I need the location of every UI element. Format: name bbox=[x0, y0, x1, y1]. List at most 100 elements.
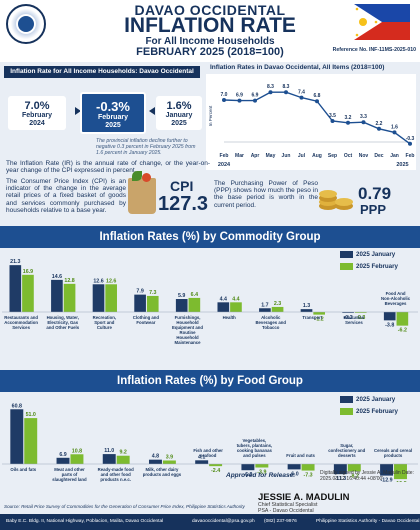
bar bbox=[347, 464, 361, 472]
bar bbox=[333, 464, 347, 475]
bar-data-label: 60.8 bbox=[12, 403, 22, 409]
bar-data-label: -2.4 bbox=[211, 468, 220, 474]
footer-email: davaooccidental@psa.gov.ph bbox=[192, 519, 255, 524]
line-point bbox=[361, 120, 366, 125]
line-point bbox=[377, 126, 381, 131]
line-data-label: 6.9 bbox=[252, 93, 259, 99]
bar-data-label: -8.2 bbox=[350, 473, 359, 479]
bar-data-label: -6.9 bbox=[243, 472, 252, 478]
line-data-label: 1.6 bbox=[391, 124, 398, 130]
line-chart-title: Inflation Rates in Davao Occidental, All… bbox=[210, 64, 385, 71]
category-label: Health bbox=[223, 315, 237, 320]
legend-swatch-icon bbox=[340, 251, 353, 258]
bar bbox=[188, 297, 201, 312]
category-label: Transport bbox=[302, 315, 322, 320]
category-label: Vegetables, tubers, plantains, cooking ban… bbox=[237, 438, 273, 458]
summary-value: 7.0% bbox=[24, 100, 50, 112]
food-chart: 60.8 51.0 Oils and fats 6.9 10.8 Meat and oth… bbox=[2, 403, 418, 482]
food-section-title: Inflation Rates (%) by Food Group bbox=[0, 370, 420, 392]
bar-data-label: 1.7 bbox=[261, 302, 268, 308]
line-point bbox=[346, 120, 350, 125]
bar bbox=[102, 454, 116, 464]
line-data-label: 2.2 bbox=[376, 121, 383, 127]
summary-box-feb-2025: -0.3% February 2025 bbox=[80, 92, 146, 134]
ppp-definition: The Purchasing Power of Peso (PPP) shows… bbox=[214, 180, 318, 209]
bar bbox=[241, 464, 255, 471]
line-tick-label: Apr bbox=[251, 153, 260, 159]
line-point bbox=[222, 98, 226, 102]
commodity-legend-feb: 2025 February bbox=[340, 263, 398, 270]
line-tick-label: Feb bbox=[220, 153, 229, 159]
food-legend-feb: 2025 February bbox=[340, 408, 398, 415]
grocery-bag-icon bbox=[128, 171, 156, 214]
cpi-label: CPI bbox=[170, 178, 194, 194]
philippine-flag-icon bbox=[354, 4, 410, 40]
line-point bbox=[284, 90, 288, 95]
bar bbox=[9, 265, 22, 312]
bar bbox=[63, 283, 76, 312]
line-tick-label: Aug bbox=[312, 153, 322, 159]
bar-data-label: 11.0 bbox=[104, 448, 114, 454]
bar bbox=[259, 308, 271, 312]
bar bbox=[217, 302, 230, 312]
bar-data-label: -1.2 bbox=[315, 317, 324, 323]
line-tick-label: Feb bbox=[406, 153, 415, 159]
line-tick-label: Jun bbox=[282, 153, 291, 159]
category-label: Oils and fats bbox=[10, 467, 36, 472]
line-point bbox=[392, 130, 397, 135]
source-note: Source: Retail Price Survey of Commoditi… bbox=[4, 504, 245, 509]
bar bbox=[56, 457, 70, 464]
bar-data-label: 4.1 bbox=[198, 454, 205, 460]
bar-data-label: 14.6 bbox=[52, 274, 62, 280]
bar bbox=[230, 302, 242, 312]
line-point bbox=[268, 90, 273, 95]
legend-swatch-icon bbox=[340, 408, 353, 415]
bar bbox=[255, 464, 269, 468]
bar-data-label: -6.0 bbox=[290, 471, 299, 477]
category-label: Milk, other dairy products and eggs bbox=[143, 467, 182, 477]
line-tick-label: May bbox=[266, 153, 276, 159]
bar bbox=[301, 464, 315, 471]
bar-data-label: -7.3 bbox=[303, 473, 312, 479]
bar-data-label: 51.0 bbox=[26, 412, 36, 418]
page-title: INFLATION RATE bbox=[124, 14, 296, 37]
signatory-name: JESSIE A. MADULIN bbox=[258, 492, 350, 503]
footer-org: Philippine Statistics Authority - Davao … bbox=[316, 519, 420, 524]
bar-data-label: 3.9 bbox=[166, 454, 173, 460]
legend-swatch-icon bbox=[340, 396, 353, 403]
bar-data-label: -0.3 bbox=[356, 315, 365, 321]
region-title: DAVAO OCCIDENTAL bbox=[134, 2, 286, 18]
coins-icon bbox=[319, 190, 353, 210]
line-data-label: 6.8 bbox=[314, 93, 321, 99]
line-chart-bg bbox=[206, 74, 416, 170]
line-point bbox=[330, 119, 335, 123]
bar-data-label: 4.4 bbox=[220, 296, 227, 302]
line-point bbox=[315, 99, 319, 104]
line-point bbox=[299, 95, 304, 100]
commodity-chart: 21.316.9 Restaurants and Accommodation Serv… bbox=[2, 259, 418, 345]
line-data-label: 3.3 bbox=[360, 114, 367, 120]
line-data-label: 6.9 bbox=[236, 93, 243, 99]
bar bbox=[271, 306, 284, 312]
bar bbox=[195, 460, 209, 464]
bar bbox=[342, 312, 354, 313]
footer: Baby E.C. Bldg. II, National Highway, Po… bbox=[0, 514, 420, 530]
line-data-label: 3.2 bbox=[345, 115, 352, 121]
line-point bbox=[253, 98, 257, 103]
category-label: Housing, Water, Electricity, Gas and Other… bbox=[46, 315, 79, 330]
line-tick-label: Oct bbox=[344, 153, 353, 159]
category-label: Food And Non-Alcoholic Beverages bbox=[381, 291, 411, 306]
summary-title: Inflation Rate for All Income Households… bbox=[4, 66, 200, 78]
bar-data-label: -12.9 bbox=[381, 478, 393, 482]
line-data-label: 7.4 bbox=[298, 90, 305, 96]
bar bbox=[313, 312, 325, 315]
summary-note: The provincial inflation decline further… bbox=[96, 138, 196, 156]
bar bbox=[22, 274, 34, 312]
bar bbox=[148, 459, 162, 464]
cpi-value: 127.3 bbox=[158, 193, 209, 215]
line-data-label: -0.3 bbox=[406, 136, 415, 142]
category-label: Recreation, Sport and Culture bbox=[93, 315, 116, 330]
line-tick-label: Mar bbox=[235, 153, 244, 159]
legend-swatch-icon bbox=[340, 263, 353, 270]
